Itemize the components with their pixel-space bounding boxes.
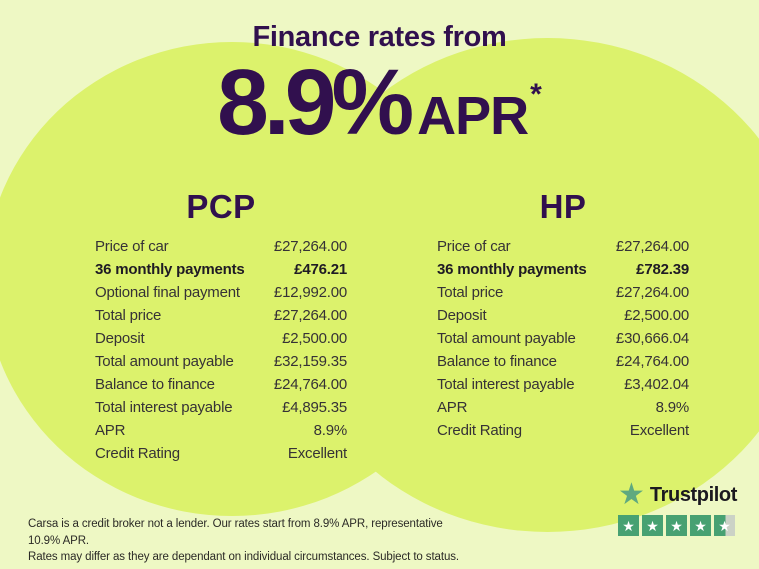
table-row: Balance to finance £24,764.00 <box>95 376 347 394</box>
table-row: APR 8.9% <box>437 399 689 417</box>
hp-finance-table: HP Price of car £27,264.00 36 monthly pa… <box>437 188 689 442</box>
trustpilot-star-icon: ★ <box>618 478 645 511</box>
hp-table-title: HP <box>539 188 587 225</box>
rate-value: 8.9% <box>217 50 414 154</box>
half-star-tile-icon: ★ <box>714 515 735 536</box>
star-tile-icon: ★ <box>618 515 639 536</box>
table-row: Deposit £2,500.00 <box>437 307 689 325</box>
pcp-table-title: PCP <box>186 188 256 225</box>
disclaimer-line-1: Carsa is a credit broker not a lender. O… <box>28 518 443 547</box>
table-row: Price of car £27,264.00 <box>437 238 689 256</box>
pcp-table-rows: Price of car £27,264.00 36 monthly payme… <box>95 235 347 465</box>
table-row: Total amount payable £32,159.35 <box>95 353 347 371</box>
table-row: Total price £27,264.00 <box>95 307 347 325</box>
table-row: Optional final payment £12,992.00 <box>95 284 347 302</box>
table-row: 36 monthly payments £782.39 <box>437 261 689 279</box>
table-row: Price of car £27,264.00 <box>95 238 347 256</box>
star-tile-icon: ★ <box>690 515 711 536</box>
rate-asterisk: * <box>530 78 542 111</box>
star-tile-icon: ★ <box>666 515 687 536</box>
trustpilot-rating-stars: ★ ★ ★ ★ ★ <box>618 515 737 536</box>
table-row: Credit Rating Excellent <box>95 445 347 463</box>
table-row: 36 monthly payments £476.21 <box>95 261 347 279</box>
table-row: Total interest payable £3,402.04 <box>437 376 689 394</box>
table-row: Deposit £2,500.00 <box>95 330 347 348</box>
table-row: Total price £27,264.00 <box>437 284 689 302</box>
trustpilot-logo: ★ Trustpilot <box>618 480 737 510</box>
disclaimer-line-2: Rates may differ as they are dependant o… <box>28 551 459 563</box>
table-row: Credit Rating Excellent <box>437 422 689 440</box>
table-row: Total amount payable £30,666.04 <box>437 330 689 348</box>
trustpilot-wordmark: Trustpilot <box>649 483 738 506</box>
rate-unit: APR <box>417 86 529 146</box>
headline-rate: 8.9% APR * <box>0 56 759 149</box>
hp-table-rows: Price of car £27,264.00 36 monthly payme… <box>437 235 689 442</box>
table-row: APR 8.9% <box>95 422 347 440</box>
background-circle-right <box>285 38 759 532</box>
pcp-finance-table: PCP Price of car £27,264.00 36 monthly p… <box>95 188 347 465</box>
table-row: Balance to finance £24,764.00 <box>437 353 689 371</box>
trustpilot-badge: ★ Trustpilot ★ ★ ★ ★ ★ <box>618 480 737 536</box>
legal-disclaimer: Carsa is a credit broker not a lender. O… <box>28 516 468 566</box>
star-tile-icon: ★ <box>642 515 663 536</box>
banner-kicker: Finance rates from <box>252 21 507 53</box>
table-row: Total interest payable £4,895.35 <box>95 399 347 417</box>
